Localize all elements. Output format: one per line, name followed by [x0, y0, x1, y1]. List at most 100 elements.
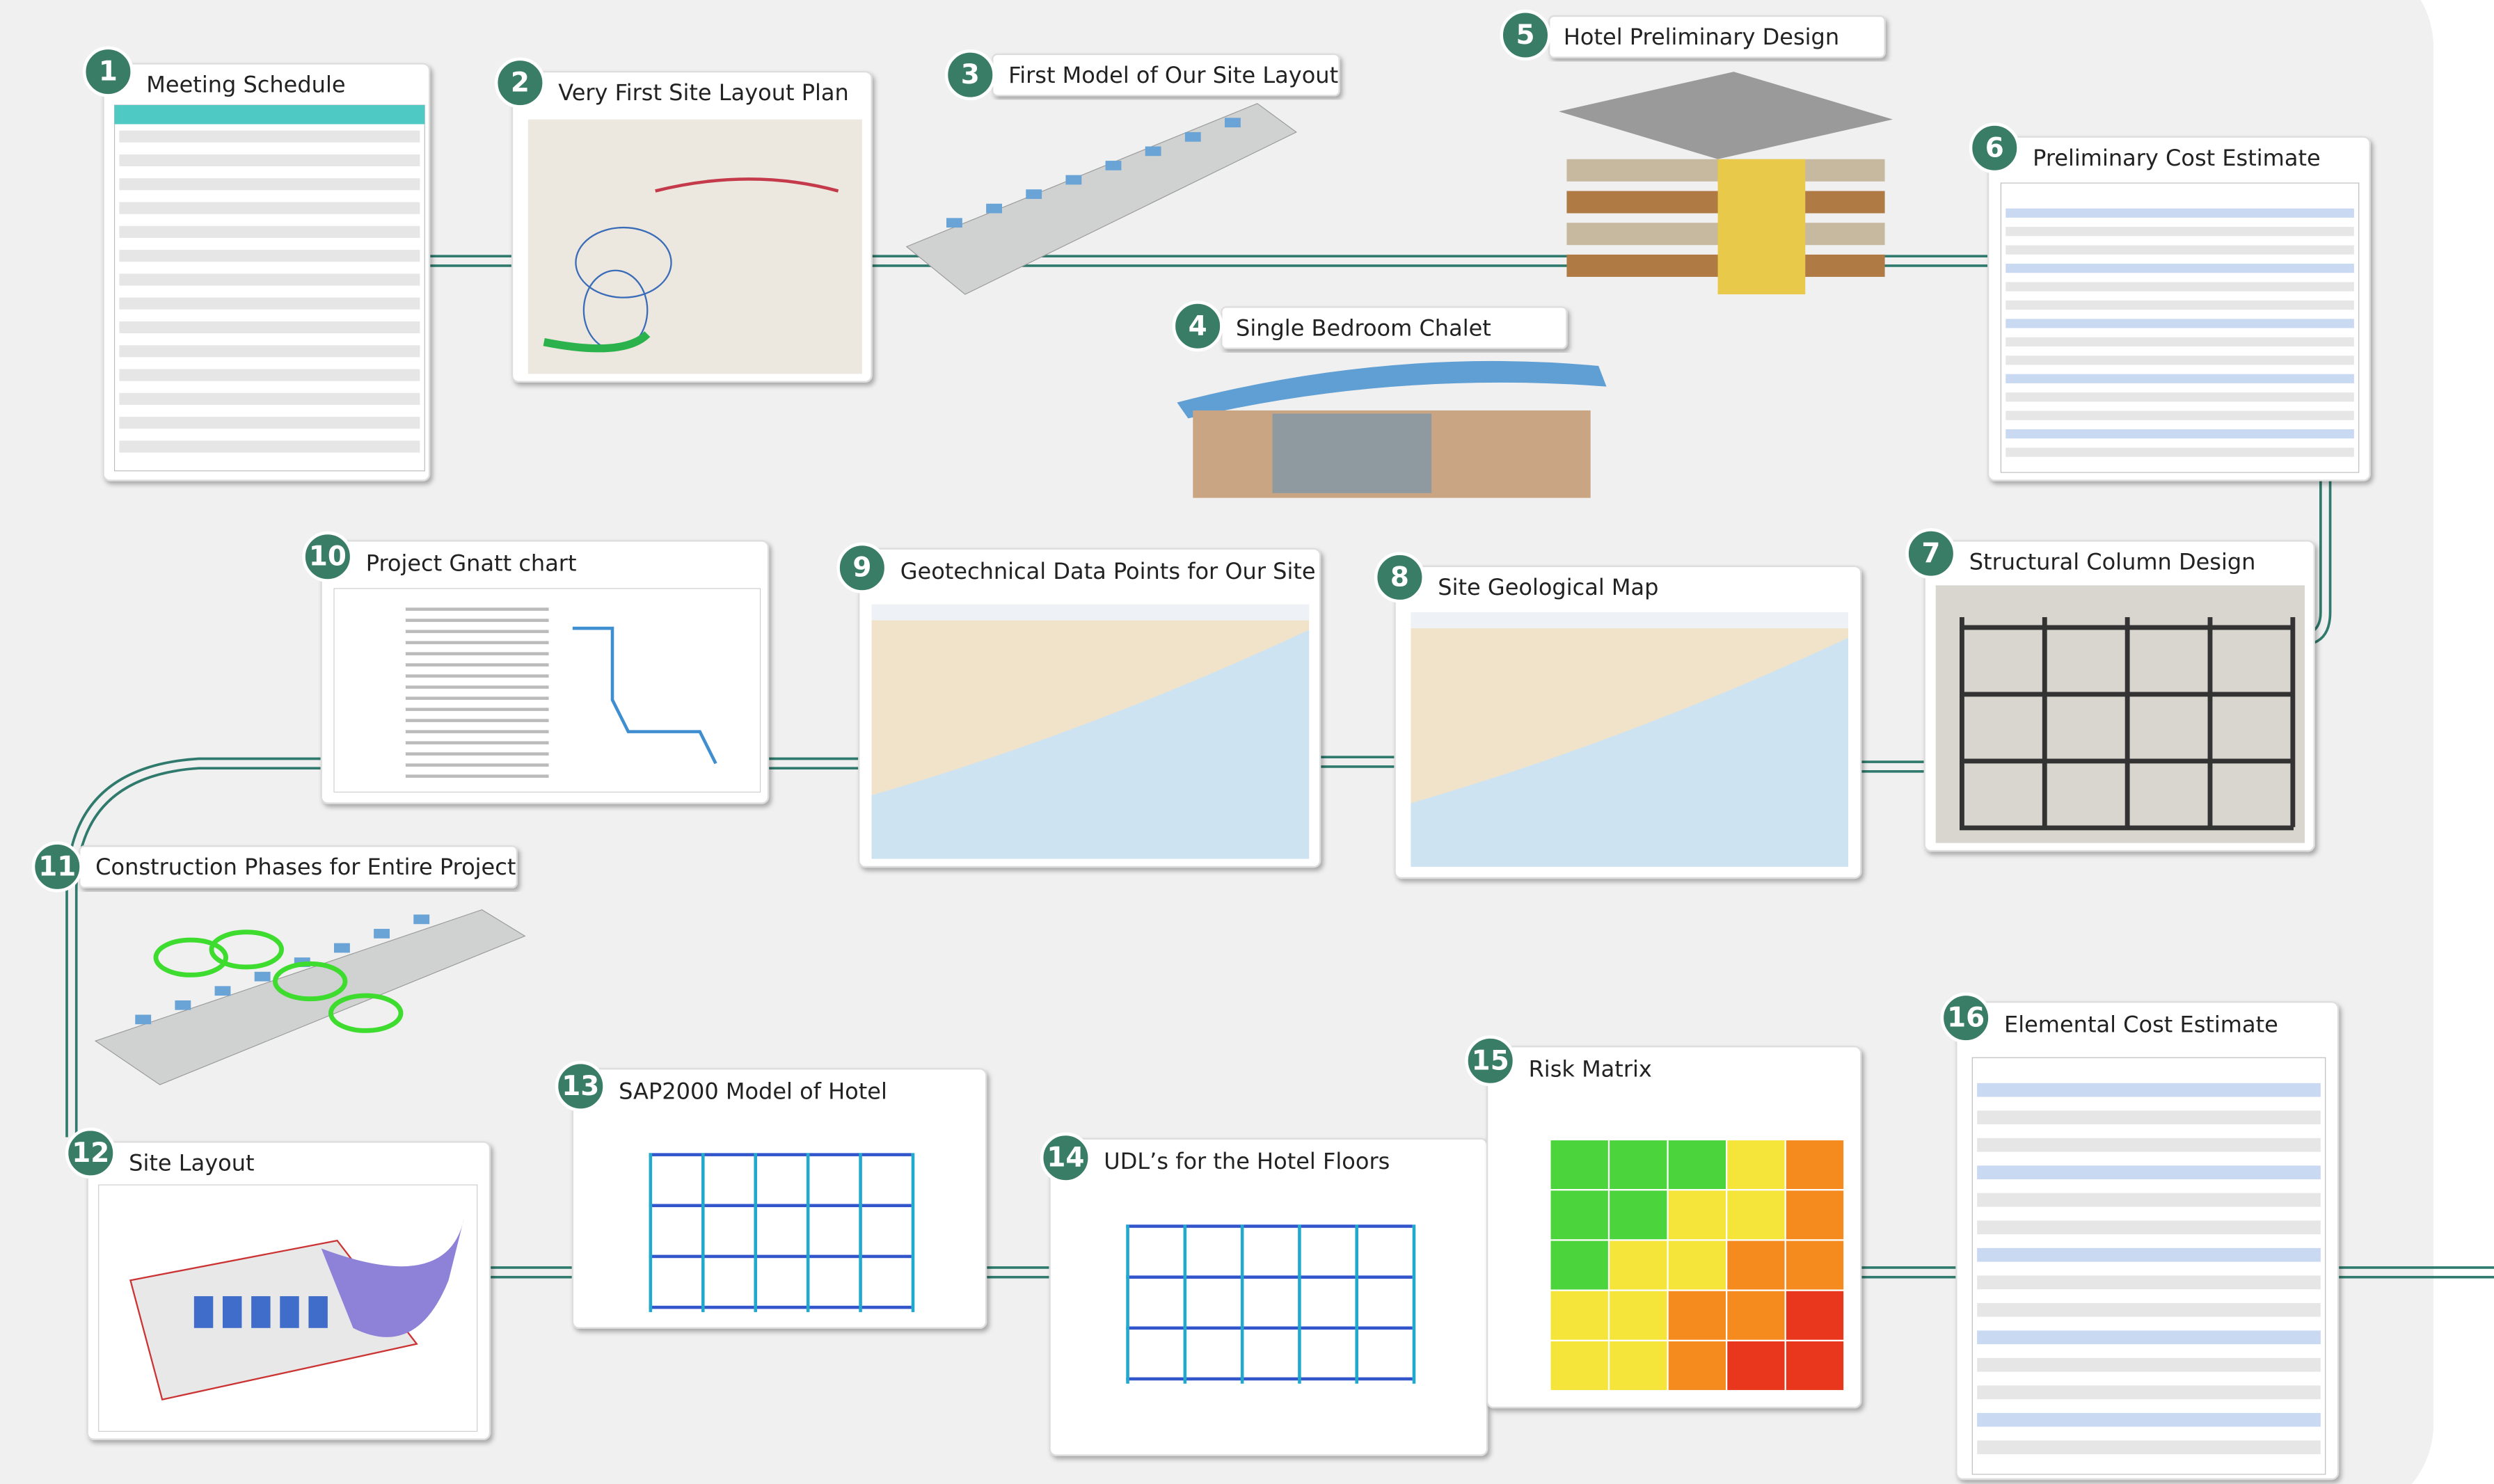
image-shape	[1106, 161, 1122, 170]
step-number: 4	[1189, 310, 1207, 342]
image-shape	[215, 986, 231, 996]
image-shape	[2005, 319, 2354, 328]
image-shape	[119, 202, 420, 214]
image-shape	[1145, 147, 1161, 157]
image-shape	[1786, 1190, 1843, 1239]
image-shape	[406, 730, 549, 733]
step-title: Risk Matrix	[1529, 1056, 1652, 1083]
image-shape	[1184, 1224, 1187, 1384]
image-shape	[2005, 246, 2354, 255]
image-shape	[1727, 1140, 1784, 1189]
image-shape	[119, 154, 420, 166]
image-shape	[1413, 1224, 1416, 1384]
step-card: 14UDL’s for the Hotel Floors	[1042, 1134, 1487, 1455]
step-card: 15 Risk Matrix	[1466, 1037, 1861, 1408]
image-shape	[406, 696, 549, 700]
image-shape	[1960, 826, 2294, 831]
image-shape	[701, 1153, 705, 1312]
image-shape	[374, 929, 390, 939]
image-shape	[406, 708, 549, 711]
image-shape	[649, 1153, 653, 1312]
image-shape	[2005, 356, 2354, 365]
image-shape	[807, 1153, 810, 1312]
image-shape	[308, 1296, 327, 1328]
image-shape	[119, 393, 420, 405]
image-shape	[119, 369, 420, 381]
image-shape	[194, 1296, 213, 1328]
image-shape	[2290, 617, 2295, 827]
image-shape	[2005, 429, 2354, 438]
image-shape	[2005, 227, 2354, 236]
image-shape	[1977, 1330, 2321, 1344]
step-title: Elemental Cost Estimate	[2004, 1012, 2278, 1038]
image-shape	[2005, 282, 2354, 291]
step-card: 6 Preliminary Cost Estimate	[1971, 125, 2370, 481]
image-shape	[649, 1204, 912, 1208]
image-shape	[1669, 1140, 1726, 1189]
step-title: Single Bedroom Chalet	[1236, 314, 1491, 341]
step-title: Structural Column Design	[1969, 548, 2256, 575]
image-shape	[859, 1153, 862, 1312]
image-shape	[406, 763, 549, 767]
image-shape	[406, 741, 549, 744]
image-shape	[1669, 1241, 1726, 1290]
image-shape	[1126, 1224, 1412, 1228]
image-shape	[1551, 1140, 1608, 1189]
image-shape	[1977, 1110, 2321, 1124]
image-shape	[1610, 1291, 1667, 1340]
step-title: Geotechnical Data Points for Our Site	[900, 558, 1316, 584]
image-shape	[2005, 337, 2354, 346]
image-shape	[2125, 617, 2130, 827]
image-shape	[280, 1296, 299, 1328]
image-shape	[2005, 392, 2354, 401]
image-shape	[1610, 1190, 1667, 1239]
image-shape	[406, 619, 549, 622]
image-shape	[1960, 692, 2294, 697]
image-shape	[413, 915, 429, 925]
step-card: 8Site Geological Map	[1376, 554, 1861, 878]
image-shape	[2005, 447, 2354, 456]
image-shape	[175, 1000, 191, 1010]
image-shape	[119, 131, 420, 143]
image-shape	[1727, 1341, 1784, 1390]
image-shape	[406, 752, 549, 756]
step-number: 6	[1985, 132, 2004, 163]
image-shape	[406, 607, 549, 611]
image-shape	[334, 943, 350, 953]
image-shape	[1551, 1241, 1608, 1290]
step-title: Preliminary Cost Estimate	[2033, 145, 2321, 171]
step-number: 9	[852, 552, 871, 584]
image-shape	[1960, 617, 1964, 827]
image-shape	[1610, 1140, 1667, 1189]
image-shape	[2005, 264, 2354, 273]
image-shape	[1298, 1224, 1301, 1384]
image-shape	[2208, 617, 2213, 827]
image-shape	[1551, 1291, 1608, 1340]
image-shape	[1669, 1190, 1726, 1239]
image-shape	[406, 674, 549, 678]
image-shape	[406, 774, 549, 778]
image-shape	[406, 641, 549, 644]
image-shape	[406, 719, 549, 722]
image-shape	[1977, 1440, 2321, 1454]
image-shape	[1977, 1385, 2321, 1399]
step-number: 11	[38, 851, 76, 882]
image-shape	[1669, 1341, 1726, 1390]
image-shape	[1977, 1248, 2321, 1262]
step-card: 1Meeting Schedule	[84, 48, 429, 481]
image-shape	[1977, 1083, 2321, 1097]
image-shape	[1977, 1358, 2321, 1372]
image-shape	[1977, 1303, 2321, 1317]
image-shape	[1551, 1190, 1608, 1239]
step-number: 15	[1472, 1045, 1509, 1076]
image-shape	[255, 972, 271, 982]
image-shape	[119, 298, 420, 310]
image-shape	[1273, 414, 1432, 493]
image-shape	[986, 204, 1002, 214]
step-number: 5	[1516, 19, 1534, 51]
step-title: Hotel Preliminary Design	[1564, 24, 1839, 50]
step-number: 14	[1047, 1142, 1084, 1174]
image-shape	[406, 663, 549, 667]
